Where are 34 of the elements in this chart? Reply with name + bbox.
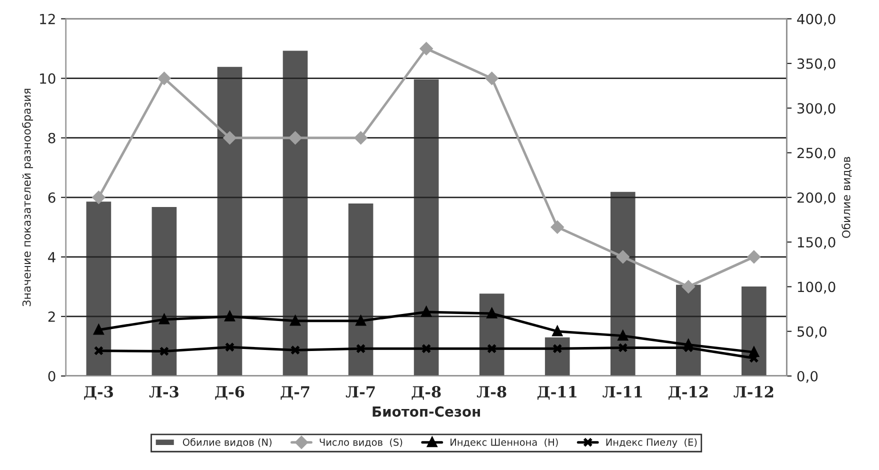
y-tick-label: 8 bbox=[48, 132, 56, 144]
x-tick-label: Л-7 bbox=[346, 386, 375, 398]
legend-label: Число видов (S) bbox=[320, 438, 402, 448]
y2-tick-label: 350,0 bbox=[797, 58, 836, 70]
y2-tick-label: 100,0 bbox=[798, 282, 836, 294]
x-tick-label: Д-11 bbox=[537, 386, 576, 400]
y-axis-title: Значение показателей разнообразия bbox=[22, 88, 33, 306]
y2-tick-label: 400,0 bbox=[797, 14, 836, 26]
x-tick-label: Д-8 bbox=[412, 386, 441, 400]
y2-tick-label: 300,0 bbox=[797, 103, 836, 115]
y2-tick-label: 0,0 bbox=[797, 370, 818, 383]
x-tick-label: Д-7 bbox=[280, 386, 310, 400]
x-tick-label: Л-12 bbox=[734, 386, 774, 398]
legend-label: Индекс Пиелу (E) bbox=[606, 438, 697, 448]
y2-tick-label: 200,0 bbox=[797, 192, 836, 204]
y-tick-label: 12 bbox=[40, 14, 55, 24]
x-tick-label: Д-6 bbox=[215, 386, 244, 400]
y2-tick-label: 150,0 bbox=[798, 237, 836, 249]
x-tick-label: Д-3 bbox=[84, 386, 113, 400]
y-tick-label: 4 bbox=[48, 252, 56, 262]
y2-axis-title: Обилие видов bbox=[842, 156, 852, 238]
y2-tick-label: 250,0 bbox=[797, 148, 836, 160]
legend-label: Обилие видов (N) bbox=[182, 438, 272, 448]
x-axis-title: Биотоп-Сезон bbox=[372, 406, 480, 417]
x-tick-label: Л-11 bbox=[602, 386, 642, 398]
x-tick-label: Д-12 bbox=[668, 386, 708, 400]
x-tick-label: Л-8 bbox=[476, 386, 506, 398]
legend-label: Индекс Шеннона (H) bbox=[450, 438, 558, 448]
y-tick-label: 10 bbox=[40, 73, 56, 84]
y2-tick-label: 50,0 bbox=[798, 326, 826, 338]
y-tick-label: 0 bbox=[48, 370, 56, 382]
y-tick-label: 6 bbox=[48, 192, 56, 203]
y-tick-label: 2 bbox=[48, 311, 55, 322]
x-tick-label: Л-3 bbox=[149, 386, 178, 398]
